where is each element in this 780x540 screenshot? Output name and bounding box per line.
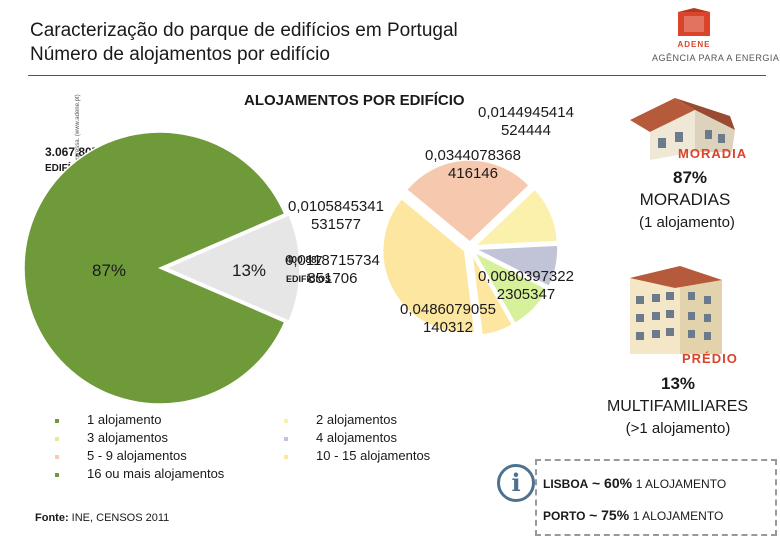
predio-title: MULTIFAMILIARES — [606, 398, 749, 415]
legend-col2: 2 alojamentos 4 alojamentos 10 - 15 aloj… — [284, 411, 430, 465]
lisboa-name: LISBOA — [543, 477, 589, 491]
sub-pie-slice-2 — [473, 187, 559, 247]
lisboa-suffix: 1 ALOJAMENTO — [635, 477, 727, 491]
subpie-label-16: 0,0486079055 140312 — [400, 301, 496, 337]
subpie-label-10-15: 0,0080397322 2305347 — [478, 268, 574, 304]
predio-badge: PRÉDIO — [682, 351, 738, 366]
legend-item: 1 alojamento — [55, 411, 224, 429]
subpie-label-2: 0,0344078368 416146 — [425, 147, 521, 183]
subpie-total-label: EDIFÍCIOS — [286, 274, 332, 284]
subpie-label-3-text: 0,0144945414 524444 — [478, 104, 574, 139]
subpie-label-10-15-text: 0,0080397322 2305347 — [478, 268, 574, 303]
sub-pie-slice-1 — [405, 159, 531, 244]
subpie-total-value: 400.887 — [286, 255, 323, 266]
legend-label: 1 alojamento — [87, 412, 162, 427]
legend-item: 16 ou mais alojamentos — [55, 465, 224, 483]
legend-item: 2 alojamentos — [284, 411, 430, 429]
legend-swatch-icon — [284, 436, 288, 441]
moradia-percent: 87% — [672, 168, 708, 187]
subpie-label-4-text: 0,0105845341 531577 — [288, 198, 384, 233]
porto-row: PORTO ~ 75% 1 ALOJAMENTO — [543, 507, 723, 523]
legend-swatch-icon — [284, 454, 288, 459]
legend-swatch-icon — [55, 472, 59, 477]
chart-title: ALOJAMENTOS POR EDIFÍCIO — [244, 92, 465, 109]
legend-label: 16 ou mais alojamentos — [87, 466, 225, 481]
info-icon: i — [497, 464, 535, 502]
legend-label: 4 alojamentos — [316, 430, 397, 445]
moradia-badge: MORADIA — [678, 146, 748, 161]
building-icon — [630, 266, 722, 354]
legend-label: 2 alojamentos — [316, 412, 397, 427]
logo: ADENE — [664, 8, 724, 52]
subpie-label-2-text: 0,0344078368 416146 — [425, 147, 521, 182]
sub-pie-slice-3 — [473, 244, 559, 288]
sub-pie-slice-4 — [472, 250, 549, 325]
porto-suffix: 1 ALOJAMENTO — [632, 509, 724, 523]
page-title: Caracterização do parque de edifícios em… — [30, 20, 458, 41]
porto-name: PORTO — [543, 509, 586, 523]
legend-swatch-icon — [55, 418, 59, 423]
legend-swatch-icon — [55, 454, 59, 459]
predio-subtitle: (>1 alojamento) — [625, 420, 731, 437]
sub-pie-slice-5 — [471, 253, 514, 336]
main-pie-label-87: 87% — [92, 261, 127, 280]
logo-tagline: AGÊNCIA PARA A ENERGIA — [652, 53, 780, 63]
moradia-title: MORADIAS — [639, 190, 731, 209]
sub-pie-slice-6 — [382, 197, 476, 334]
divider — [28, 75, 766, 76]
legend-item: 5 - 9 alojamentos — [55, 447, 224, 465]
subpie-label-5-9: 0,0118715734 851706 — [285, 252, 380, 288]
logo-mark-icon — [678, 8, 710, 36]
legend-label: 3 alojamentos — [87, 430, 168, 445]
legend-swatch-icon — [284, 418, 288, 423]
legend-label: 10 - 15 alojamentos — [316, 448, 431, 463]
lisboa-row: LISBOA ~ 60% 1 ALOJAMENTO — [543, 475, 726, 491]
porto-value: ~ 75% — [589, 507, 630, 523]
lisboa-value: ~ 60% — [591, 475, 633, 491]
legend: 1 alojamento 3 alojamentos 5 - 9 alojame… — [55, 411, 224, 483]
subpie-label-3: 0,0144945414 524444 — [478, 104, 574, 140]
legend-swatch-icon — [55, 436, 59, 441]
legend-item: 4 alojamentos — [284, 429, 430, 447]
page-subtitle: Número de alojamentos por edifício — [30, 44, 330, 65]
main-pie-slice-1-alojamento — [23, 131, 286, 405]
house-icon — [630, 98, 735, 160]
source-text: INE, CENSOS 2011 — [71, 512, 170, 524]
cities-box: LISBOA ~ 60% 1 ALOJAMENTO PORTO ~ 75% 1 … — [535, 459, 777, 536]
source-note: Fonte: INE, CENSOS 2011 — [35, 512, 169, 524]
logo-brand: ADENE — [677, 40, 711, 49]
predio-percent: 13% — [660, 374, 696, 393]
legend-label: 5 - 9 alojamentos — [87, 448, 187, 463]
legend-item: 10 - 15 alojamentos — [284, 447, 430, 465]
main-pie-slice-multifamiliares — [164, 213, 301, 323]
subpie-label-5-9-text: 0,0118715734 851706 — [285, 252, 380, 287]
main-pie-label-13: 13% — [232, 261, 267, 280]
source-label: Fonte: — [35, 512, 69, 524]
moradia-subtitle: (1 alojamento) — [639, 214, 735, 231]
legend-item: 3 alojamentos — [55, 429, 224, 447]
subpie-label-4: 0,0105845341 531577 — [288, 198, 384, 234]
subpie-label-16-text: 0,0486079055 140312 — [400, 301, 496, 336]
